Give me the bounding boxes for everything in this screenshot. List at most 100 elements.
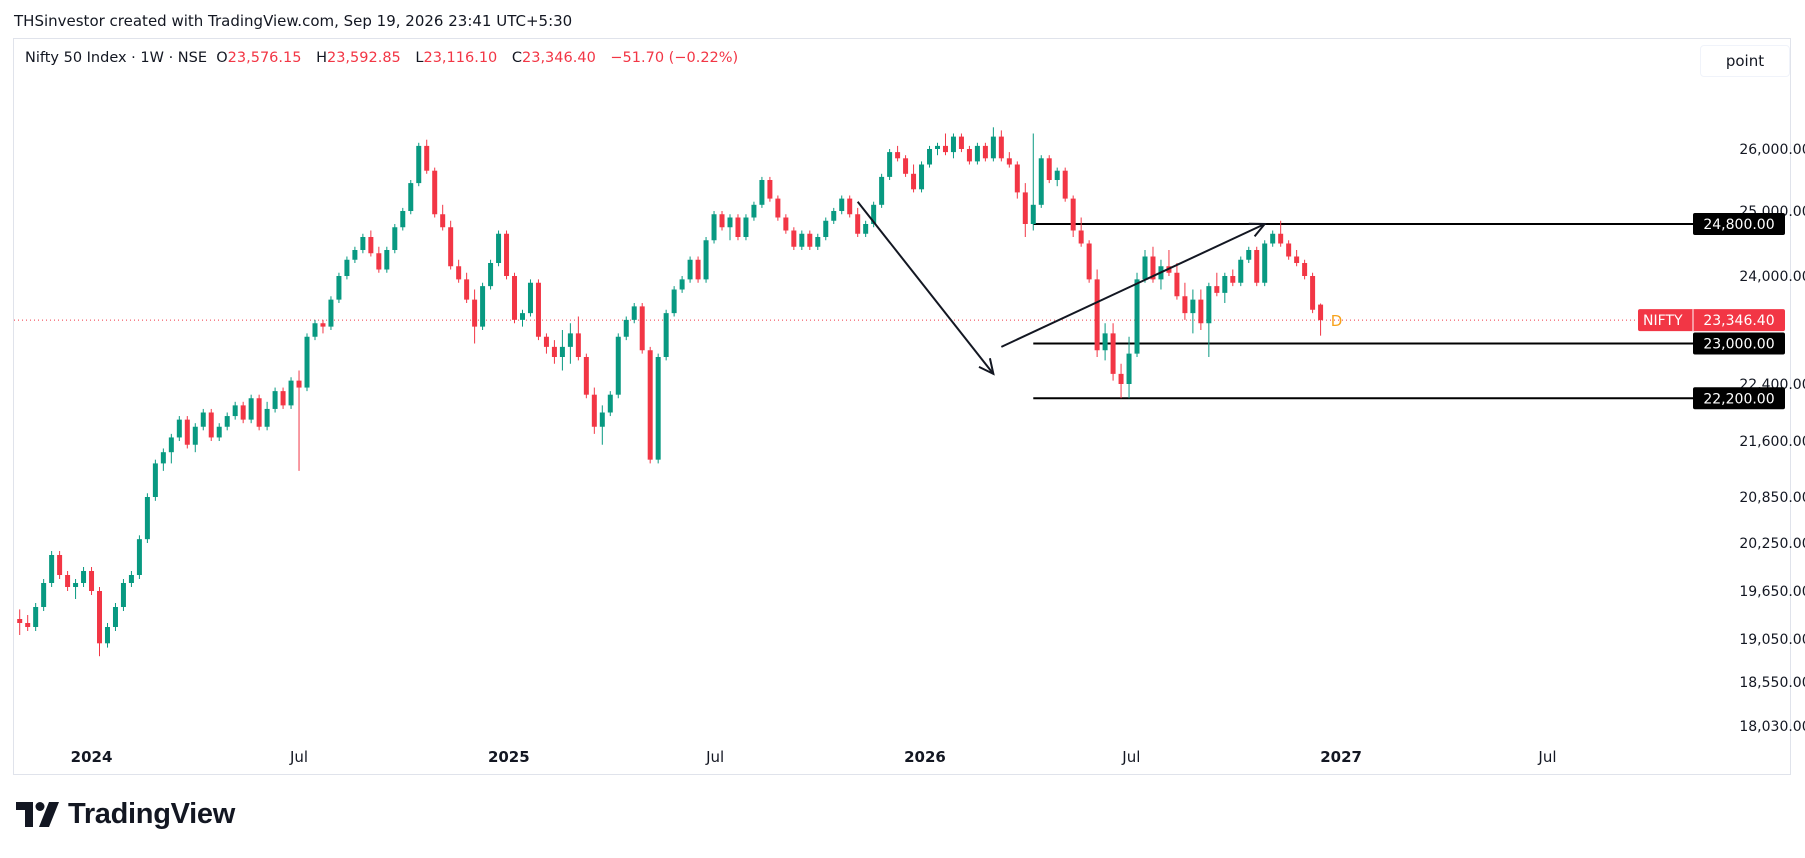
candle-body [535,282,541,337]
candle-body [543,336,549,347]
symbol-info[interactable]: Nifty 50 Index · 1W · NSE [25,50,208,66]
candle-body [240,405,246,420]
candle-body [839,198,845,211]
candle-body [1182,296,1188,314]
candle-body [623,319,629,337]
candle-body [496,233,502,263]
candle-body [759,180,765,205]
candle-body [17,619,23,623]
candle-body [966,149,972,162]
candle-body [384,250,390,270]
candle-body [919,164,925,190]
scale-mode-button[interactable]: point [1700,45,1790,77]
candle-body [783,217,789,231]
candle-body [1054,170,1060,180]
candle-body [1134,279,1140,354]
symbol-tag: NIFTY [1643,313,1683,329]
low-key: L [415,50,424,66]
candle-body [1190,299,1196,314]
y-axis-tick-label: 21,600.00 [1739,434,1805,450]
candle-body [974,145,980,162]
candle-body [743,217,749,237]
candle-body [33,607,39,627]
candle-body [1126,353,1132,384]
candle-body [807,233,813,247]
open-key: O [216,50,228,66]
candle-body [448,227,454,267]
candle-body [184,419,190,445]
candle-body [49,555,55,583]
candle-body [903,158,909,174]
candle-body [256,398,262,427]
candle-body [416,145,422,184]
candle-body [432,170,438,215]
candle-body [767,180,773,199]
close-key: C [511,50,522,66]
candle-body [990,136,996,159]
candle-body [136,539,142,575]
chart-frame [13,38,1791,775]
candle-body [464,279,470,300]
y-axis-tick-label: 20,850.00 [1739,490,1805,506]
y-axis-tick-label: 20,250.00 [1739,536,1805,552]
candle-body [1062,170,1068,199]
candle-body [879,176,885,205]
x-axis-tick-label: 2024 [71,748,113,766]
candle-body [934,145,940,149]
candle-body [160,452,166,464]
candle-body [208,412,214,438]
candle-body [200,412,206,427]
candle-body [575,333,581,357]
candle-body [823,220,829,237]
candle-body [815,237,821,247]
candle-body [232,405,238,417]
candle-body [1038,158,1044,205]
candle-body [128,575,134,583]
candle-body [1030,204,1036,224]
candle-body [152,463,158,497]
candle-body [559,346,565,357]
high-key: H [316,50,327,66]
level-price-box [1693,332,1785,355]
candle-body [911,173,917,190]
candle-body [703,240,709,280]
candle-body [168,437,174,453]
candle-body [73,583,79,587]
candle-body [472,299,478,327]
candle-body [1238,259,1244,283]
close-value: 23,346.40 [522,50,596,66]
candle-body [504,233,510,276]
last-price-box [1638,309,1785,332]
candle-body [567,333,573,347]
candle-body [607,394,613,413]
candle-body [120,583,126,607]
level-price-label: 24,800.00 [1703,217,1774,233]
candle-body [248,398,254,420]
candle-body [408,183,414,211]
tradingview-logo[interactable]: TradingView [16,798,235,831]
candle-body [663,313,669,357]
candle-body [1278,233,1284,244]
low-value: 23,116.10 [423,50,498,66]
candle-body [958,136,964,149]
candle-body [583,357,589,395]
candle-body [655,357,661,460]
level-price-label: 22,200.00 [1703,391,1774,407]
candle-body [320,323,326,327]
candle-body [112,607,118,627]
candle-body [336,276,342,300]
candle-body [599,412,605,427]
y-axis-tick-label: 19,050.00 [1739,632,1805,648]
candle-body [456,266,462,280]
trend-arrow-head [1248,222,1267,238]
candle-body [711,214,717,241]
candle-body [615,336,621,395]
candle-body [1286,243,1292,257]
y-axis-tick-label: 19,650.00 [1739,584,1805,600]
candle-body [863,224,869,234]
candle-body [89,571,95,591]
candle-body [65,575,71,587]
candle-body [312,323,318,337]
candle-body [1270,233,1276,244]
